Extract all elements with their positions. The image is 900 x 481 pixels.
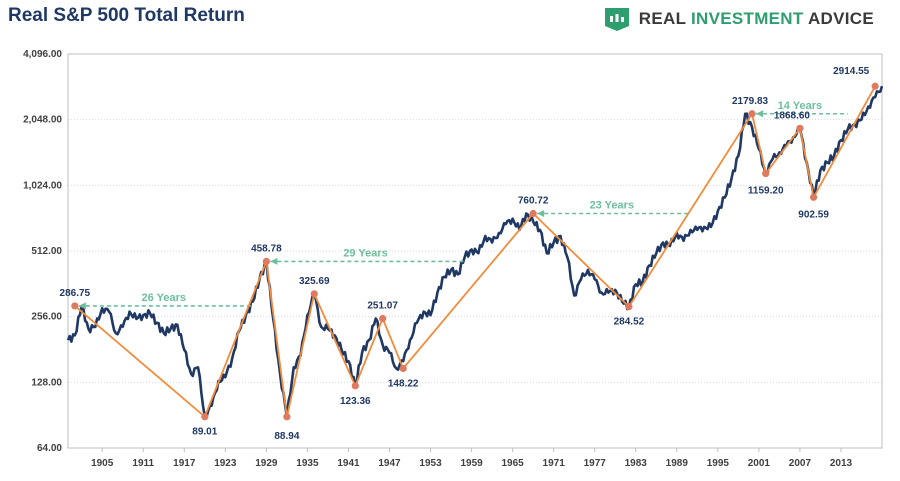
- brand-word-advice: ADVICE: [803, 9, 874, 28]
- x-tick-label: 1983: [625, 458, 648, 469]
- x-tick-label: 1953: [419, 458, 442, 469]
- data-point-label: 286.75: [60, 288, 91, 299]
- data-point-marker: [262, 257, 270, 265]
- brand-word-investment: INVESTMENT: [691, 9, 804, 28]
- x-tick-label: 2001: [748, 458, 771, 469]
- x-tick-label: 1929: [255, 458, 278, 469]
- x-tick-label: 1941: [337, 458, 360, 469]
- brand-logo: REAL INVESTMENT ADVICE: [603, 6, 874, 32]
- y-tick-label: 4,096.00: [23, 49, 62, 60]
- data-point-marker: [351, 382, 359, 390]
- y-tick-label: 512.00: [31, 246, 62, 257]
- data-point-label: 2914.55: [833, 66, 870, 77]
- recovery-arrowhead: [78, 302, 86, 310]
- y-tick-label: 256.00: [31, 312, 62, 323]
- plot-frame: [67, 53, 883, 449]
- recovery-arrowhead: [270, 257, 278, 265]
- recovery-arrowhead: [756, 110, 764, 118]
- data-point-label: 123.36: [340, 396, 371, 407]
- recovery-arrowhead: [537, 209, 545, 217]
- recovery-label: 26 Years: [142, 292, 186, 304]
- y-tick-label: 128.00: [31, 377, 62, 388]
- data-point-marker: [71, 302, 79, 310]
- x-tick-label: 1959: [460, 458, 483, 469]
- chart-title: Real S&P 500 Total Return: [8, 5, 245, 26]
- x-tick-label: 1971: [543, 458, 566, 469]
- data-point-label: 1159.20: [748, 186, 784, 197]
- data-point-marker: [283, 413, 291, 421]
- recovery-label: 23 Years: [590, 199, 634, 211]
- trend-segment: [381, 318, 405, 369]
- x-tick-label: 1977: [584, 458, 607, 469]
- recovery-label: 14 Years: [778, 100, 822, 112]
- recovery-label: 29 Years: [343, 247, 387, 259]
- trend-segment: [74, 305, 206, 418]
- brand-word-real: REAL: [638, 9, 691, 28]
- data-point-marker: [871, 82, 879, 90]
- trend-segment: [286, 293, 316, 418]
- x-tick-label: 1905: [91, 458, 114, 469]
- x-tick-label: 2007: [789, 458, 812, 469]
- x-tick-label: 1965: [501, 458, 524, 469]
- data-point-label: 458.78: [251, 243, 282, 254]
- x-tick-label: 1917: [173, 458, 196, 469]
- data-point-label: 2179.83: [732, 96, 769, 107]
- brand-name: REAL INVESTMENT ADVICE: [639, 9, 874, 29]
- x-tick-label: 1923: [214, 458, 237, 469]
- data-point-marker: [796, 124, 804, 132]
- data-point-label: 148.22: [388, 378, 419, 389]
- trend-segment: [532, 212, 630, 308]
- data-point-marker: [379, 314, 387, 323]
- trend-segment: [265, 261, 288, 417]
- data-point-label: 88.94: [274, 431, 299, 442]
- data-point-label: 1868.60: [774, 110, 811, 121]
- data-point-marker: [748, 110, 756, 118]
- data-point-label: 284.52: [614, 317, 645, 328]
- trend-segment: [313, 293, 357, 387]
- chart-bars-icon: [604, 8, 629, 31]
- data-point-marker: [809, 193, 818, 201]
- data-point-marker: [310, 290, 318, 298]
- trend-segment: [764, 127, 801, 175]
- y-tick-label: 2,048.00: [23, 115, 62, 126]
- data-point-label: 325.69: [299, 276, 330, 287]
- trend-segment: [751, 113, 767, 174]
- x-tick-label: 1989: [666, 458, 689, 469]
- y-tick-label: 1,024.00: [23, 180, 62, 191]
- y-tick-label: 64.00: [37, 443, 62, 454]
- trend-segment: [628, 113, 753, 308]
- trend-segment: [799, 128, 815, 198]
- data-point-label: 902.59: [798, 209, 829, 220]
- data-point-marker: [625, 303, 633, 311]
- data-point-label: 89.01: [192, 427, 217, 438]
- trend-segment: [354, 318, 384, 387]
- x-tick-label: 2013: [830, 458, 853, 469]
- data-point-marker: [529, 209, 537, 218]
- x-tick-label: 1947: [378, 458, 401, 469]
- data-point-label: 760.72: [518, 195, 549, 206]
- trend-segment: [402, 212, 534, 370]
- x-tick-label: 1935: [296, 458, 319, 469]
- x-tick-label: 1995: [707, 458, 730, 469]
- x-tick-label: 1911: [132, 458, 154, 469]
- data-point-marker: [762, 169, 770, 178]
- data-point-marker: [399, 364, 407, 373]
- trend-segment: [203, 261, 268, 418]
- trend-segment: [812, 85, 876, 198]
- data-point-label: 251.07: [367, 301, 398, 312]
- data-point-marker: [201, 413, 209, 421]
- series-line: [66, 85, 884, 419]
